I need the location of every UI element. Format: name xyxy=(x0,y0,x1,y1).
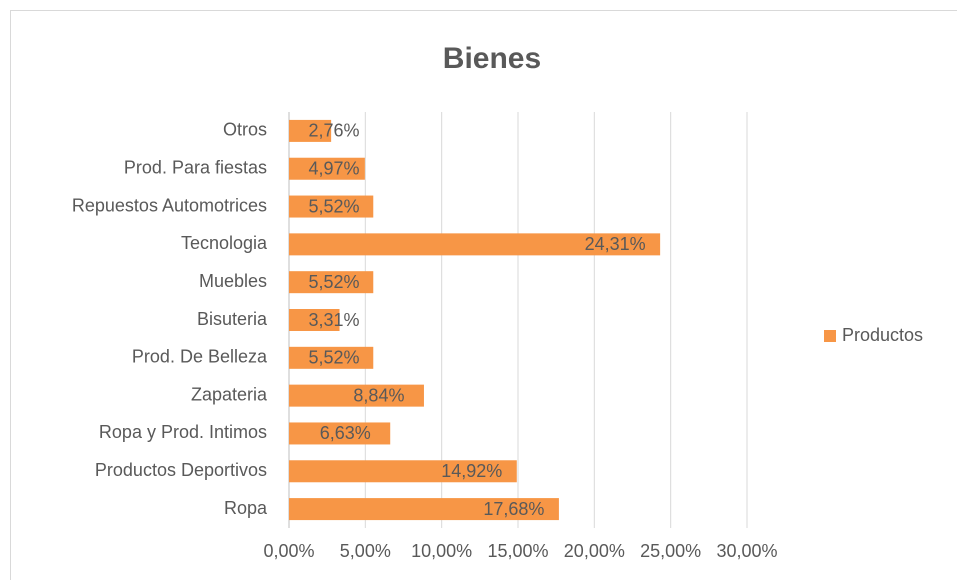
data-label: 5,52% xyxy=(308,272,359,292)
data-label: 3,31% xyxy=(308,310,359,330)
y-tick-label: Ropa y Prod. Intimos xyxy=(99,422,267,442)
data-label: 4,97% xyxy=(308,158,359,178)
bar xyxy=(289,271,374,294)
y-tick-label: Productos Deportivos xyxy=(95,460,267,480)
y-tick-label: Tecnologia xyxy=(181,233,268,253)
bar xyxy=(289,422,391,445)
y-tick-label: Muebles xyxy=(199,271,267,291)
bar xyxy=(289,119,332,142)
y-tick-label: Zapateria xyxy=(191,384,268,404)
y-tick-label: Prod. De Belleza xyxy=(132,347,268,367)
bar xyxy=(289,498,559,521)
x-tick-label: 30,00% xyxy=(716,541,777,561)
chart-title: Bienes xyxy=(443,42,541,75)
y-tick-label: Ropa xyxy=(224,498,268,518)
bar xyxy=(289,195,374,218)
x-tick-label: 15,00% xyxy=(487,541,548,561)
bar xyxy=(289,309,340,331)
data-label: 5,52% xyxy=(308,348,359,368)
bar xyxy=(289,384,424,407)
y-tick-label: Repuestos Automotrices xyxy=(72,195,267,215)
data-label: 2,76% xyxy=(308,121,359,141)
data-label: 24,31% xyxy=(585,234,646,254)
y-tick-label: Bisuteria xyxy=(197,309,268,329)
x-tick-label: 10,00% xyxy=(411,541,472,561)
data-label: 6,63% xyxy=(320,423,371,443)
bar xyxy=(289,346,374,369)
data-label: 14,92% xyxy=(441,461,502,481)
bar xyxy=(289,233,661,256)
y-tick-label: Prod. Para fiestas xyxy=(124,157,267,177)
x-tick-label: 0,00% xyxy=(263,541,314,561)
bar xyxy=(289,157,365,180)
legend-label: Productos xyxy=(842,325,923,345)
x-tick-label: 20,00% xyxy=(564,541,625,561)
x-tick-label: 25,00% xyxy=(640,541,701,561)
chart-border xyxy=(10,10,957,580)
data-label: 17,68% xyxy=(483,499,544,519)
legend-swatch xyxy=(824,330,836,342)
data-label: 5,52% xyxy=(308,196,359,216)
bar xyxy=(289,460,517,483)
x-tick-label: 5,00% xyxy=(340,541,391,561)
data-label: 8,84% xyxy=(353,385,404,405)
y-tick-label: Otros xyxy=(223,120,267,140)
